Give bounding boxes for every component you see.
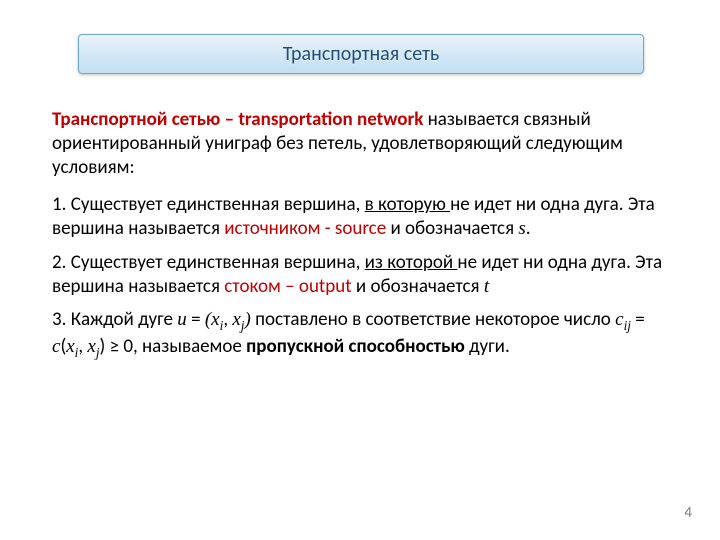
c3-xi2: x	[66, 336, 74, 357]
condition-3: 3. Каждой дуге u = (xi, xj) поставлено в…	[52, 308, 668, 361]
c3-ge: ≥ 0	[105, 335, 133, 358]
c3-xi: x	[211, 309, 219, 330]
condition-2: 2. Существует единственная вершина, из к…	[52, 251, 668, 299]
c1-c: и обозначается	[386, 217, 518, 240]
condition-1: 1. Существует единственная вершина, в ко…	[52, 193, 668, 241]
c2-a: 2. Существует единственная вершина,	[52, 251, 365, 274]
c3-d: дуги.	[465, 335, 510, 358]
slide: Транспортная сеть Транспортной сетью – t…	[0, 0, 720, 540]
c3-c2: , называемое	[133, 335, 246, 358]
c1-d: .	[526, 217, 531, 240]
page-number: 4	[684, 504, 692, 522]
intro-paragraph: Транспортной сетью – transportation netw…	[52, 108, 668, 179]
c3-eq1: =	[187, 308, 205, 331]
c3-c: c	[615, 309, 623, 330]
c2-underline: из которой	[365, 251, 458, 274]
c1-a: 1. Существует единственная вершина,	[52, 193, 365, 216]
slide-title-box: Транспортная сеть	[78, 34, 644, 74]
c3-b: поставлено в соответствие некоторое числ…	[251, 308, 615, 331]
c1-red: источником - source	[224, 217, 386, 240]
slide-body: Транспортной сетью – transportation netw…	[52, 108, 668, 375]
c2-red: стоком – output	[224, 275, 351, 298]
c3-ij: ij	[624, 318, 631, 333]
c3-eq2: =	[631, 308, 645, 331]
slide-title: Транспортная сеть	[283, 42, 440, 66]
c1-math-s: s	[518, 218, 525, 239]
c3-xj: x	[232, 309, 240, 330]
c1-underline: в которую	[365, 193, 450, 216]
c3-a: 3. Каждой дуге	[52, 308, 177, 331]
c3-comma: ,	[223, 308, 232, 331]
intro-lead: Транспортной сетью – transportation netw…	[52, 108, 423, 131]
c2-math-t: t	[484, 276, 489, 297]
c3-xj2: x	[87, 336, 95, 357]
c3-bold: пропускной способностью	[246, 335, 465, 358]
c2-c: и обозначается	[352, 275, 484, 298]
c3-u: u	[177, 309, 187, 330]
